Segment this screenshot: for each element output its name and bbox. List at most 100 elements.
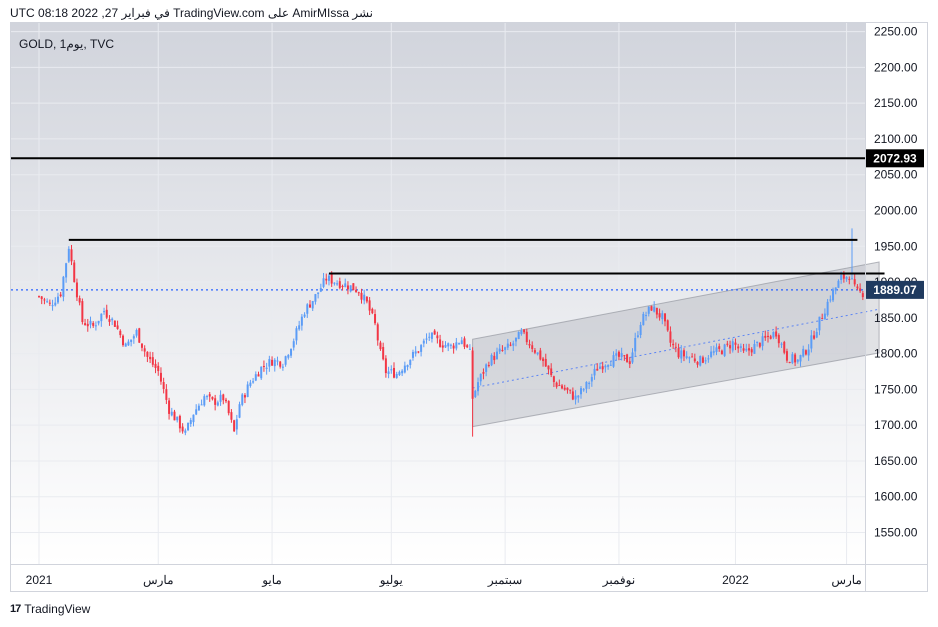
candle-body xyxy=(187,422,190,431)
tradingview-brand[interactable]: TradingView xyxy=(24,602,91,616)
candle-body xyxy=(539,350,542,360)
candle-body xyxy=(682,350,685,357)
candle-body xyxy=(742,348,745,351)
candle-body xyxy=(265,367,268,369)
candle-body xyxy=(300,316,303,326)
candle-body xyxy=(43,299,46,301)
candle-body xyxy=(536,352,539,355)
price-label-bg-1 xyxy=(866,280,924,299)
candle-body xyxy=(842,273,845,279)
candle-body xyxy=(840,275,843,281)
candle-body xyxy=(51,305,54,307)
candle-body xyxy=(260,366,263,379)
candle-body xyxy=(745,348,748,351)
candle-body xyxy=(168,400,171,414)
tradingview-logo-icon: 17 xyxy=(10,603,21,615)
candle-body xyxy=(59,294,62,297)
chart-title: GOLD, 1يوم, TVC xyxy=(19,37,114,51)
candle-body xyxy=(479,373,482,382)
candle-body xyxy=(769,336,772,339)
candle-body xyxy=(739,346,742,348)
candle-body xyxy=(384,358,387,374)
chart-frame[interactable]: GOLD, 1يوم, TVC 2250.00 2200.00 2150.00 210… xyxy=(10,22,928,592)
candle-body xyxy=(626,354,629,363)
candle-body xyxy=(799,355,802,362)
candle-body xyxy=(758,342,761,347)
y-tick-label: 2200.00 xyxy=(874,60,918,74)
candle-body xyxy=(192,414,195,423)
candle-body xyxy=(235,419,238,430)
candle-body xyxy=(772,331,775,338)
candle-body xyxy=(224,399,227,402)
candle-body xyxy=(303,314,306,317)
candle-body xyxy=(701,357,704,363)
candle-body xyxy=(78,298,81,303)
candle-body xyxy=(281,366,284,368)
candle-body xyxy=(785,351,788,361)
candle-body xyxy=(680,350,683,359)
candle-body xyxy=(246,384,249,397)
candle-body xyxy=(48,302,51,304)
candle-body xyxy=(748,348,751,351)
candle-body xyxy=(151,357,154,365)
candle-body xyxy=(674,346,677,348)
candle-body xyxy=(753,344,756,354)
price-label-1: 1889.07 xyxy=(873,283,917,297)
candle-body xyxy=(615,353,618,356)
candle-body xyxy=(514,337,517,342)
y-tick-label: 2000.00 xyxy=(874,203,918,217)
candle-body xyxy=(726,343,729,345)
candle-body xyxy=(818,316,821,331)
candle-body xyxy=(411,351,414,358)
candle-body xyxy=(653,306,656,312)
candle-body xyxy=(685,356,688,358)
candle-body xyxy=(382,347,385,360)
candle-body xyxy=(650,306,653,311)
candle-body xyxy=(677,348,680,358)
candle-body xyxy=(319,288,322,292)
candle-body xyxy=(666,320,669,331)
y-tick-label: 1700.00 xyxy=(874,418,918,432)
candle-body xyxy=(336,283,339,285)
x-tick-label: مارس xyxy=(831,573,862,587)
candle-body xyxy=(203,396,206,406)
x-tick-label: نوفمبر xyxy=(602,573,635,587)
candle-body xyxy=(601,366,604,370)
candle-body xyxy=(463,338,466,347)
candle-body xyxy=(804,350,807,355)
candle-body xyxy=(140,343,143,348)
candle-body xyxy=(788,361,791,364)
price-chart[interactable]: GOLD, 1يوم, TVC 2250.00 2200.00 2150.00 210… xyxy=(11,23,927,591)
candle-body xyxy=(124,343,127,347)
candle-body xyxy=(598,366,601,369)
candle-body xyxy=(691,356,694,358)
candle-body xyxy=(837,280,840,288)
candle-body xyxy=(609,364,612,366)
candle-body xyxy=(474,390,477,397)
price-label-bg-0 xyxy=(866,149,924,168)
candle-body xyxy=(94,325,97,327)
candle-body xyxy=(791,354,794,363)
candle-body xyxy=(561,385,564,389)
candle-body xyxy=(108,319,111,322)
candle-body xyxy=(387,371,390,374)
y-tick-label: 2100.00 xyxy=(874,132,918,146)
candle-body xyxy=(723,344,726,356)
candle-body xyxy=(81,301,84,323)
candle-body xyxy=(544,358,547,367)
candle-body xyxy=(509,344,512,346)
candle-body xyxy=(84,323,87,326)
candle-body xyxy=(279,361,282,367)
candle-body xyxy=(122,335,125,346)
candle-body xyxy=(555,382,558,387)
candle-body xyxy=(853,279,856,285)
candle-body xyxy=(276,360,279,362)
time-axis[interactable]: 2021 مارس مايو يوليو سبتمبر نوفمبر 2022 مارس xyxy=(26,573,862,587)
candle-body xyxy=(409,359,412,366)
candle-body xyxy=(138,328,141,343)
candle-body xyxy=(208,394,211,397)
candle-body xyxy=(284,356,287,365)
candle-body xyxy=(333,282,336,284)
candle-body xyxy=(590,377,593,382)
candle-body xyxy=(414,351,417,354)
